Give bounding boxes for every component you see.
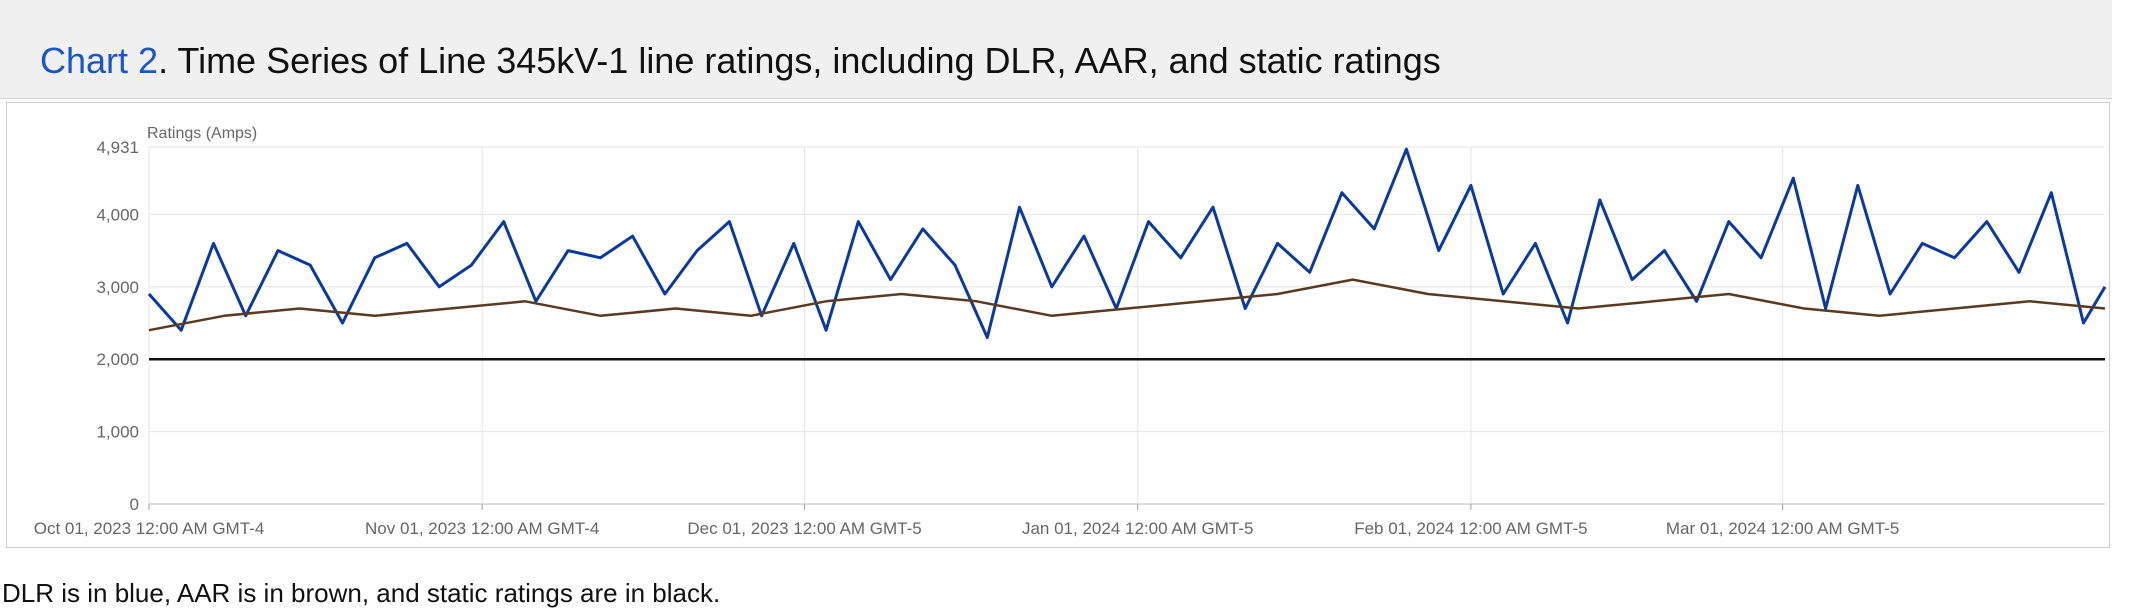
series-group (147, 147, 2107, 361)
axes: 0 1,000 2,000 3,000 4,000 4,931 Oct 01, 2023 1… (34, 138, 2105, 538)
series-line-aar (148, 278, 2106, 332)
grid-lines (148, 146, 2105, 504)
chart-title-band: Chart 2. Time Series of Line 345kV-1 lin… (0, 0, 2112, 99)
y-tick-label: 4,000 (96, 205, 139, 224)
y-tick-label: 0 (130, 495, 139, 514)
y-tick-label: 4,931 (96, 138, 139, 157)
chart-title-text: . Time Series of Line 345kV-1 line ratin… (158, 40, 1441, 81)
chart-title: Chart 2. Time Series of Line 345kV-1 lin… (40, 40, 1441, 82)
x-tick-label: Jan 01, 2024 12:00 AM GMT-5 (1022, 519, 1254, 538)
y-tick-label: 2,000 (96, 350, 139, 369)
series-line-dlr (147, 147, 2107, 339)
chart-caption: DLR is in blue, AAR is in brown, and sta… (2, 578, 721, 608)
x-tick-label: Oct 01, 2023 12:00 AM GMT-4 (34, 519, 265, 538)
chart-number-link[interactable]: Chart 2 (40, 40, 159, 81)
x-tick-label: Mar 01, 2024 12:00 AM GMT-5 (1666, 519, 1899, 538)
x-tick-label: Nov 01, 2023 12:00 AM GMT-4 (365, 519, 599, 538)
y-tick-label: 1,000 (96, 423, 139, 442)
x-tick-label: Dec 01, 2023 12:00 AM GMT-5 (687, 519, 921, 538)
line-chart: 0 1,000 2,000 3,000 4,000 4,931 Oct 01, 2023 1… (34, 125, 2107, 538)
x-tick-label: Feb 01, 2024 12:00 AM GMT-5 (1354, 519, 1587, 538)
y-tick-label: 3,000 (96, 278, 139, 297)
y-axis-label: Ratings (Amps) (147, 125, 257, 142)
chart-frame: 0 1,000 2,000 3,000 4,000 4,931 Oct 01, 2023 1… (6, 102, 2110, 548)
